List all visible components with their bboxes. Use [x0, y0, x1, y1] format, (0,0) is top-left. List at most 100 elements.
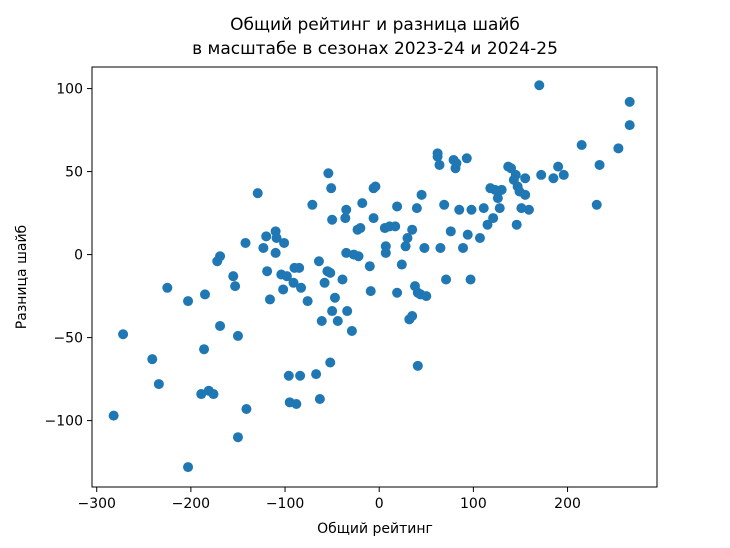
point: [435, 242, 446, 253]
point: [278, 284, 289, 295]
point: [558, 169, 569, 180]
point: [316, 315, 327, 326]
point: [368, 213, 379, 224]
point: [407, 311, 418, 322]
point: [510, 169, 521, 180]
point: [516, 203, 527, 214]
point: [380, 241, 391, 252]
x-tick-label: 0: [375, 496, 384, 512]
point: [421, 291, 432, 302]
point: [520, 189, 531, 200]
point: [400, 241, 411, 252]
x-axis-label: Общий рейтинг: [317, 521, 433, 537]
point: [454, 204, 465, 215]
point: [511, 219, 522, 230]
chart-title: в масштабе в сезонах 2023-24 и 2024-25: [192, 39, 558, 59]
point: [466, 204, 477, 215]
x-tick-label: −200: [172, 496, 210, 512]
point: [147, 354, 158, 365]
point: [302, 296, 313, 307]
point: [296, 282, 307, 293]
point: [294, 262, 305, 273]
point: [520, 173, 531, 184]
point: [183, 296, 194, 307]
point: [200, 289, 210, 300]
point: [439, 199, 450, 210]
point: [624, 120, 635, 131]
point: [624, 96, 635, 107]
point: [465, 274, 476, 285]
point: [327, 214, 338, 225]
point: [534, 80, 545, 91]
point: [264, 294, 275, 305]
point: [451, 158, 462, 169]
point: [576, 140, 587, 151]
y-tick-label: 100: [56, 82, 83, 98]
point: [355, 223, 366, 234]
point: [392, 201, 403, 212]
point: [183, 462, 194, 473]
point: [494, 203, 505, 214]
point: [326, 183, 337, 194]
point: [162, 282, 173, 293]
point: [228, 271, 239, 282]
point: [419, 242, 430, 253]
point: [215, 251, 226, 262]
point: [232, 330, 243, 341]
point: [492, 193, 503, 204]
point: [553, 161, 564, 172]
point: [496, 184, 507, 195]
point: [462, 229, 473, 240]
point: [329, 292, 340, 303]
point: [370, 181, 381, 192]
point: [478, 203, 489, 214]
point: [396, 259, 407, 270]
point: [341, 204, 352, 215]
point: [536, 169, 547, 180]
point: [279, 237, 290, 248]
point: [208, 389, 219, 400]
point: [199, 344, 210, 355]
point: [261, 231, 272, 242]
point: [353, 251, 364, 262]
point: [390, 221, 401, 232]
point: [323, 168, 334, 179]
point: [357, 198, 368, 209]
point: [307, 199, 318, 210]
point: [196, 389, 207, 400]
point: [434, 159, 445, 170]
point: [314, 394, 325, 405]
point: [392, 287, 403, 298]
point: [365, 286, 376, 297]
point: [548, 173, 559, 184]
point: [594, 159, 605, 170]
chart-title: Общий рейтинг и разница шайб: [230, 15, 520, 35]
point: [288, 277, 299, 288]
plot-frame: [91, 66, 658, 488]
point: [445, 226, 456, 237]
point: [461, 153, 472, 164]
point: [262, 266, 273, 277]
point: [283, 370, 294, 381]
point: [432, 151, 443, 162]
point: [441, 274, 452, 285]
point: [346, 325, 357, 336]
y-axis-label: Разница шайб: [14, 225, 30, 329]
point: [271, 232, 282, 243]
point: [153, 379, 164, 390]
x-tick-label: −100: [266, 496, 304, 512]
point: [281, 271, 292, 282]
point: [295, 370, 306, 381]
x-tick-label: 100: [460, 496, 487, 512]
point: [412, 360, 423, 371]
point: [337, 274, 348, 285]
point: [342, 306, 353, 317]
point: [108, 410, 119, 421]
y-tick-label: −100: [45, 414, 83, 430]
point: [364, 261, 375, 272]
point: [340, 213, 351, 224]
point: [488, 213, 499, 224]
point: [411, 203, 422, 214]
point: [258, 242, 269, 253]
